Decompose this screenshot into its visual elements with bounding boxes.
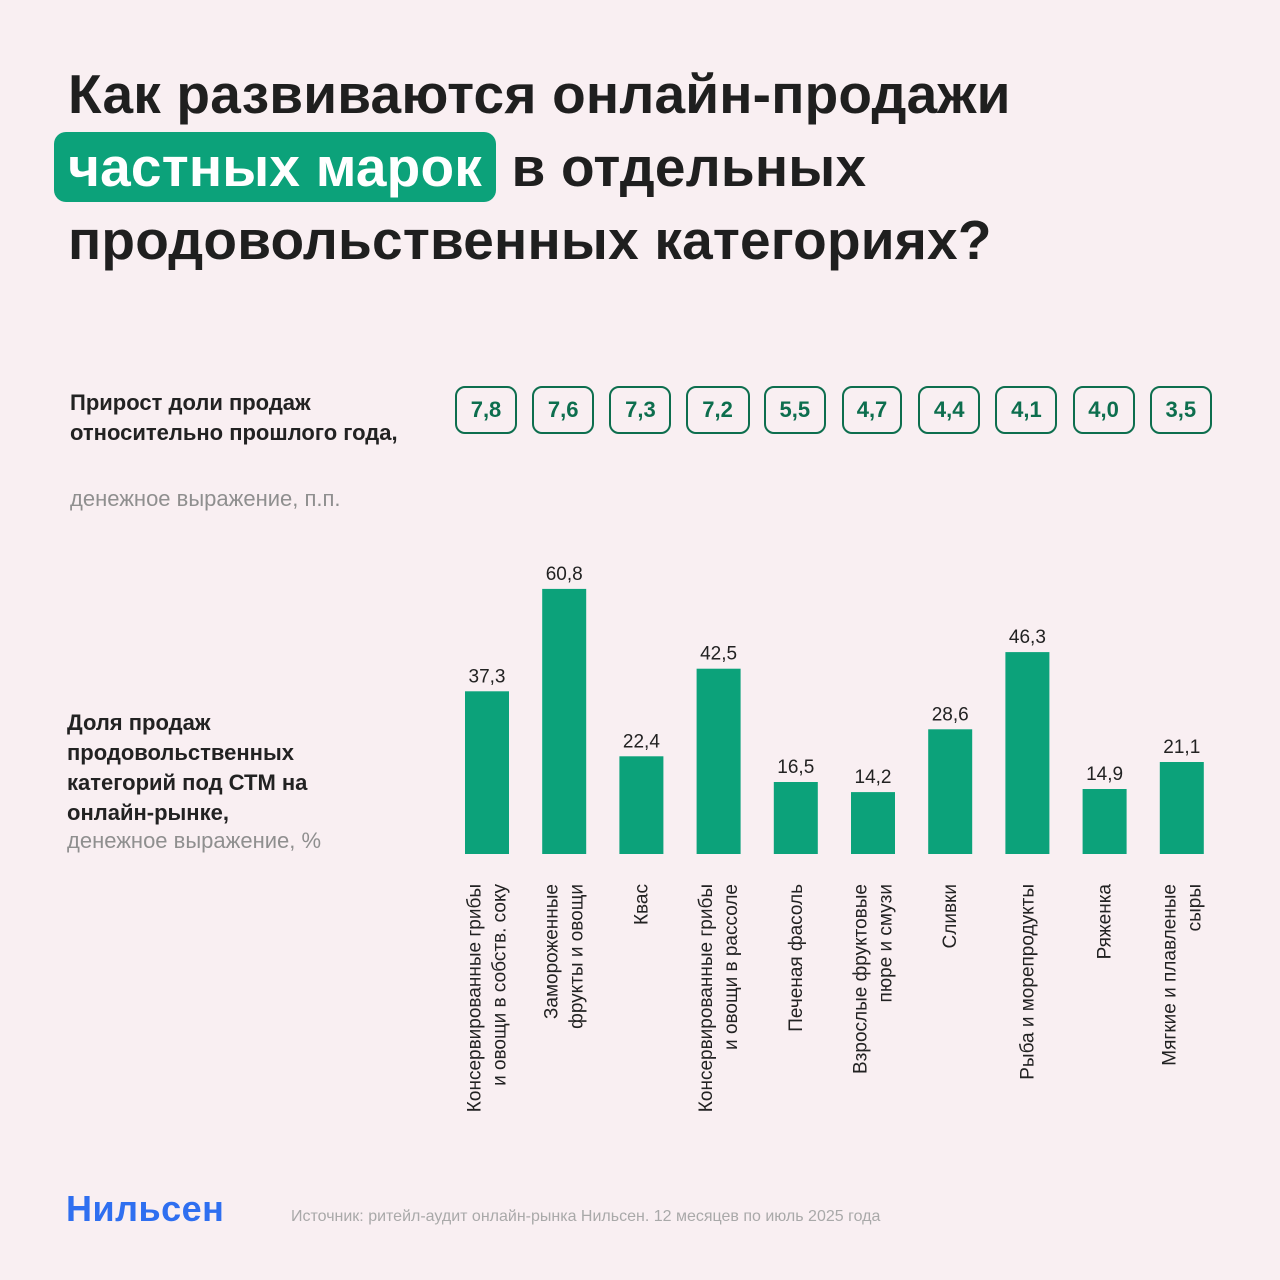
bar-value-label-5: 16,5 [777, 757, 814, 778]
bar-chart: 37,3 Консервированные грибы и овощи в собс… [465, 564, 1206, 1113]
growth-pill-2: 7,6 [532, 386, 595, 434]
growth-pill-1: 7,8 [455, 386, 517, 434]
bar-5 [773, 782, 818, 854]
category-label-8: Рыба и морепродукты [1017, 884, 1038, 1080]
bar-10 [1159, 762, 1204, 854]
category-label-2: Замороженные фрукты и овощи [542, 884, 588, 1029]
category-label-3: Квас [631, 884, 652, 925]
growth-pill-4: 7,2 [685, 386, 750, 434]
bar-value-label-4: 42,5 [700, 644, 737, 665]
bar-3 [619, 756, 664, 854]
bar-2 [542, 588, 587, 854]
growth-pill-8: 4,1 [995, 386, 1058, 434]
bar-value-label-8: 46,3 [1009, 627, 1046, 648]
category-label-5: Печеная фасоль [786, 884, 807, 1032]
bar-value-label-1: 37,3 [469, 666, 506, 687]
bar-9 [1082, 789, 1127, 854]
category-label-9: Ряженка [1095, 884, 1116, 960]
category-label-4: Консервированные грибы и овощи в рассоле [696, 884, 742, 1112]
title-line-2: в отдельных [511, 136, 867, 198]
category-label-7: Сливки [940, 884, 961, 948]
growth-sublabel: денежное выражение, п.п. [70, 486, 341, 511]
bar-value-label-9: 14,9 [1086, 764, 1123, 785]
bar-value-label-2: 60,8 [546, 564, 583, 585]
brand-logo: Нильсен [66, 1188, 225, 1229]
category-label-6: Взрослые фруктовые пюре и смузи [851, 884, 897, 1074]
share-sublabel: денежное выражение, % [67, 828, 322, 853]
source-note: Источник: ритейл-аудит онлайн-рынка Ниль… [291, 1208, 881, 1225]
growth-pill-5: 5,5 [763, 386, 826, 434]
bar-value-label-3: 22,4 [623, 731, 660, 752]
growth-pill-9: 4,0 [1072, 386, 1135, 434]
bar-4 [696, 668, 741, 854]
bar-8 [1005, 652, 1050, 854]
title-highlight: частных марок [54, 132, 496, 202]
bar-value-label-7: 28,6 [932, 704, 969, 725]
growth-pill-10: 3,5 [1149, 386, 1212, 434]
bar-7 [928, 729, 973, 854]
bar-value-label-10: 21,1 [1163, 737, 1200, 758]
title-line-1: Как развиваются онлайн-продажи [68, 63, 1011, 125]
bar-1 [465, 691, 509, 854]
title-line-3: продовольственных категориях? [68, 209, 992, 271]
growth-label: Прирост доли продаж относительно прошлог… [70, 390, 398, 445]
growth-pill-7: 4,4 [918, 386, 981, 434]
bar-6 [851, 792, 895, 854]
growth-pill-6: 4,7 [842, 386, 902, 434]
page-title: Как развиваются онлайн-продажи частных м… [54, 58, 1218, 277]
category-label-10: Мягкие и плавленые сыры [1159, 884, 1205, 1066]
growth-pill-3: 7,3 [609, 386, 672, 434]
share-label: Доля продаж продовольственных категорий … [67, 710, 308, 825]
category-label-1: Консервированные грибы и овощи в собств. … [465, 884, 511, 1113]
bar-value-label-6: 14,2 [855, 767, 892, 788]
